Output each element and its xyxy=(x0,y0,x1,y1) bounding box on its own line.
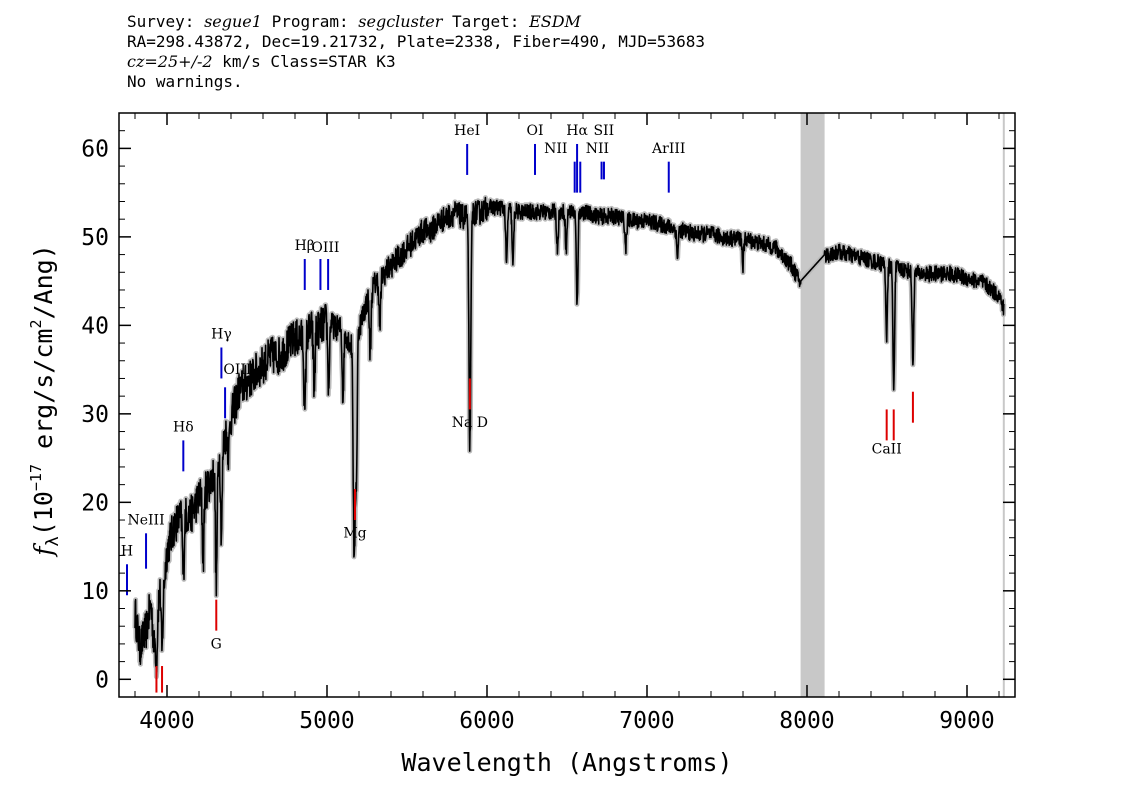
y-axis-title: fλ(10−17 erg/s/cm2/Ang) xyxy=(27,244,63,558)
masked-region-layer xyxy=(800,113,1005,697)
masked-region xyxy=(800,113,825,697)
x-tick-label: 8000 xyxy=(779,708,834,734)
absorption-line-label-4: Na D xyxy=(452,415,488,431)
y-tick-label: 0 xyxy=(95,667,109,693)
emission-line-label-2: Hδ xyxy=(173,420,194,436)
cz-class: km/s Class=STAR K3 xyxy=(212,52,396,71)
plot-frame xyxy=(118,112,1016,698)
emission-line-label-11: Hα xyxy=(566,123,588,139)
header-line-coordinates: RA=298.43872, Dec=19.21732, Plate=2338, … xyxy=(127,32,705,51)
emission-line-label-1: NeIII xyxy=(127,512,164,528)
target-value: ESDM xyxy=(529,12,581,31)
x-tick-label: 7000 xyxy=(619,708,674,734)
x-axis-title: Wavelength (Angstroms) xyxy=(401,748,732,777)
y-tick-label: 30 xyxy=(81,402,109,428)
emission-line-label-13: SII xyxy=(593,123,614,139)
error-band-layer xyxy=(132,195,1007,680)
y-tick-label: 20 xyxy=(81,490,109,516)
x-tick-label: 5000 xyxy=(299,708,354,734)
absorption-line-label-2: G xyxy=(211,636,222,652)
x-tick-label: 9000 xyxy=(939,708,994,734)
program-label: Program: xyxy=(271,12,349,31)
absorption-line-label-3: Mg xyxy=(343,526,366,542)
header-line-redshift: cz=25+/-2 km/s Class=STAR K3 xyxy=(127,52,705,72)
spectrum-header: Survey: segue1 Program: segcluster Targe… xyxy=(127,12,705,92)
emission-line-label-15: ArIII xyxy=(651,141,685,157)
axis-ticks: 4000 5000 6000 7000 8000 9000 0 10 20 30 40 50 60 xyxy=(81,113,1015,734)
emission-line-label-0: H xyxy=(121,543,133,559)
emission-line-label-3: Hγ xyxy=(211,327,232,343)
program-value: segcluster xyxy=(358,12,443,31)
header-line-survey: Survey: segue1 Program: segcluster Targe… xyxy=(127,12,705,32)
emission-line-label-8: HeI xyxy=(454,123,480,139)
emission-line-label-10: NII xyxy=(544,141,567,157)
spectrum-layer xyxy=(134,196,1005,678)
flux-error-band xyxy=(132,195,1007,680)
emission-line-label-9: OI xyxy=(526,123,543,139)
target-label: Target: xyxy=(452,12,520,31)
absorption-line-label-5: CaII xyxy=(872,442,902,458)
survey-value: segue1 xyxy=(204,12,262,31)
cz-value: cz=25+/-2 xyxy=(127,52,213,71)
x-tick-label: 6000 xyxy=(459,708,514,734)
flux-spectrum-line xyxy=(134,196,1005,678)
y-tick-label: 40 xyxy=(81,313,109,339)
emission-line-label-5: Hβ xyxy=(295,238,315,254)
header-line-warnings: No warnings. xyxy=(127,72,243,91)
x-tick-label: 4000 xyxy=(139,708,194,734)
emission-line-label-4: OIII xyxy=(223,362,251,378)
survey-label: Survey: xyxy=(127,12,195,31)
emission-line-label-6: OIII xyxy=(311,240,339,256)
y-tick-label: 50 xyxy=(81,225,109,251)
y-tick-label: 60 xyxy=(81,136,109,162)
y-tick-label: 10 xyxy=(81,579,109,605)
emission-line-label-12: NII xyxy=(586,141,609,157)
